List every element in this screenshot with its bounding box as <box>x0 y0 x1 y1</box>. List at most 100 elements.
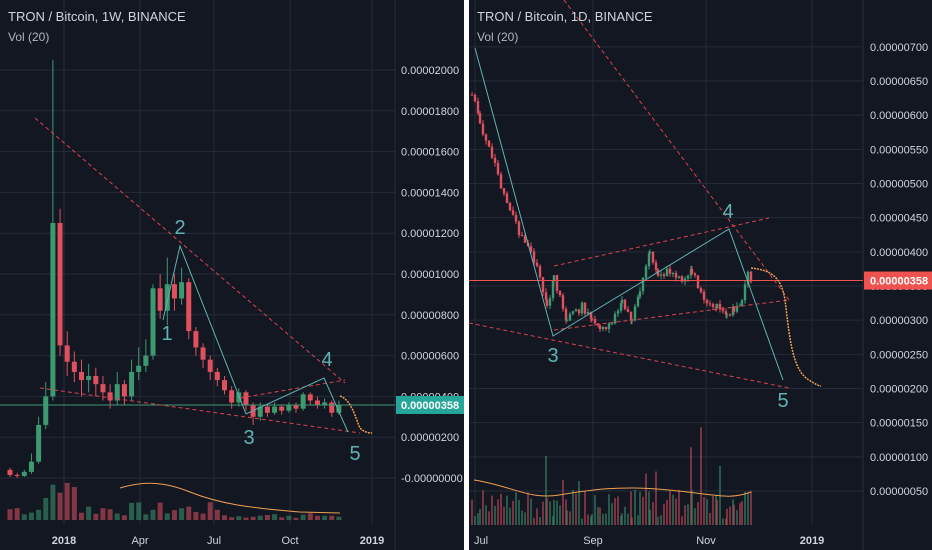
volume-bar <box>479 508 481 525</box>
y-tick-label: -0.00000000 <box>401 473 463 485</box>
volume-bar <box>675 498 677 525</box>
volume-bar <box>179 508 185 520</box>
y-tick-label: 0.00000150 <box>870 418 928 430</box>
volume-bar <box>602 513 604 525</box>
wave-label: 2 <box>174 217 185 239</box>
wave-label: 5 <box>349 443 360 465</box>
candle-body <box>476 101 480 114</box>
candle-body <box>193 331 199 348</box>
volume-bar <box>584 491 586 525</box>
volume-bar <box>143 514 149 520</box>
volume-bar <box>107 509 113 520</box>
candle-body <box>329 402 335 413</box>
candle-body <box>14 474 20 476</box>
volume-bar <box>533 517 535 525</box>
volume-bar <box>207 502 213 520</box>
volume-bar <box>477 513 479 525</box>
volume-bar <box>36 509 42 520</box>
y-tick-label: 0.00001000 <box>401 269 459 281</box>
y-tick-label: 0.00000800 <box>401 310 459 322</box>
volume-bar <box>739 503 741 525</box>
y-tick-label: 0.00000500 <box>870 179 928 191</box>
volume-ma-line <box>119 482 341 514</box>
chart-panel-weekly[interactable]: 0.00002000 0.00001800 0.00001600 0.00001400… <box>0 0 464 550</box>
y-tick-label: 0.00002000 <box>401 65 459 77</box>
candle-body <box>545 299 549 306</box>
candle-body <box>508 202 512 211</box>
forecast-curve <box>750 267 822 387</box>
channel-trendline <box>239 379 346 399</box>
volume-bar <box>14 508 20 520</box>
y-tick-label: 0.00000050 <box>870 486 928 498</box>
wave-label: 1 <box>161 323 172 345</box>
volume-bar <box>660 515 662 525</box>
candle-body <box>577 309 581 314</box>
candle-body <box>589 312 593 319</box>
volume-bar <box>553 500 555 525</box>
y-tick-label: 0.00000100 <box>870 452 928 464</box>
candle-body <box>7 469 13 475</box>
volume-bar <box>474 515 476 525</box>
volume-bar <box>706 499 708 525</box>
x-tick-label: Jul <box>207 535 221 547</box>
x-tick-label: Oct <box>281 535 298 547</box>
volume-bar <box>663 503 665 525</box>
volume-bar <box>200 513 206 520</box>
daily-chart-canvas[interactable]: 0.00000700 0.00000650 0.00000600 0.00000550… <box>469 0 932 550</box>
volume-bar <box>129 502 135 520</box>
volume-bar <box>300 514 306 520</box>
candle-body <box>121 384 127 397</box>
volume-bar <box>530 498 532 525</box>
candle-body <box>496 162 500 175</box>
candle-body <box>725 314 729 316</box>
volume-bar <box>136 502 142 520</box>
volume-bar <box>578 481 580 525</box>
volume-bar <box>21 514 27 520</box>
current-price-tag <box>396 395 464 414</box>
volume-bar <box>28 512 34 520</box>
candle-body <box>746 271 750 285</box>
candle-body <box>728 314 732 316</box>
volume-bar <box>193 512 199 520</box>
candle-body <box>715 303 719 309</box>
candle-body <box>79 371 84 381</box>
volume-bar <box>506 495 508 525</box>
candle-body <box>565 320 569 322</box>
chart-panel-daily[interactable]: 0.00000700 0.00000650 0.00000600 0.00000550… <box>469 0 932 550</box>
candle-body <box>738 305 742 307</box>
volume-bar <box>736 510 738 525</box>
panel-divider[interactable] <box>464 0 469 550</box>
volume-bar <box>562 480 564 525</box>
elliott-wave-path <box>162 244 349 433</box>
volume-bar <box>559 505 561 525</box>
candle-body <box>229 390 235 403</box>
volume-bar <box>509 507 511 525</box>
volume-bar <box>657 516 659 525</box>
volume-bar <box>678 489 680 525</box>
candle-body <box>677 276 681 278</box>
weekly-chart-canvas[interactable]: 0.00002000 0.00001800 0.00001600 0.00001400… <box>0 0 464 550</box>
candle-body <box>665 268 669 277</box>
volume-bar <box>575 493 577 525</box>
candle-body <box>499 174 503 189</box>
candle-body <box>36 424 42 462</box>
volume-bar <box>722 518 724 525</box>
volume-bar <box>655 471 657 525</box>
candle-body <box>532 251 536 263</box>
y-tick-label: 0.00000450 <box>870 213 928 225</box>
candle-body <box>740 300 744 306</box>
volume-ma-line <box>473 479 752 497</box>
volume-bar <box>264 514 270 520</box>
volume-bar <box>642 496 644 525</box>
candle-body <box>555 275 559 291</box>
candle-body <box>264 406 270 413</box>
volume-bar <box>621 513 623 525</box>
candle-body <box>604 326 608 329</box>
candle-body <box>484 134 488 141</box>
candle-body <box>502 188 506 194</box>
volume-bar <box>546 498 548 525</box>
candle-body <box>633 306 637 320</box>
candle-body <box>551 281 555 299</box>
candle-body <box>307 394 313 401</box>
lower-trendline <box>469 322 790 389</box>
